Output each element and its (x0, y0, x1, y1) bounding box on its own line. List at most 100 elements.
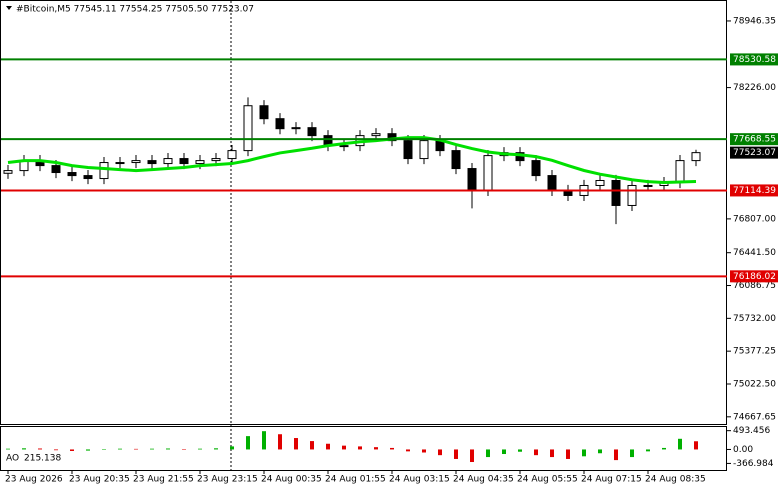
y-tick-label: 75377.25 (733, 347, 776, 357)
indicator-name: AO (6, 454, 19, 464)
indicator-panel (0, 426, 727, 471)
candle-body (451, 150, 461, 170)
candle-body (3, 170, 13, 174)
indicator-bar (694, 441, 698, 450)
indicator-bar (214, 448, 218, 450)
x-tick-label: 24 Aug 01:55 (325, 475, 386, 485)
candle-body (643, 184, 653, 187)
indicator-bar (454, 449, 458, 459)
indicator-bar (102, 449, 106, 450)
candle-body (339, 145, 349, 148)
candle-body (531, 160, 541, 177)
indicator-tick-label: 493.456 (733, 426, 770, 436)
y-tick-label: 78226.00 (733, 83, 776, 93)
indicator-bar (630, 449, 634, 458)
indicator-bar (182, 449, 186, 450)
candle-body (387, 133, 397, 142)
indicator-last: 215.138 (24, 454, 61, 464)
level-label: 77114.39 (733, 186, 776, 196)
indicator-bar (86, 449, 90, 451)
indicator-bar (246, 436, 250, 450)
level-label: 77668.55 (733, 135, 776, 145)
menu-arrow (6, 6, 12, 10)
indicator-bar (438, 449, 442, 456)
candle-body (595, 179, 605, 186)
candle-body (275, 118, 285, 130)
y-tick-label: 76086.75 (733, 281, 776, 291)
candle-body (307, 127, 317, 137)
indicator-bar (678, 438, 682, 450)
x-tick-label: 24 Aug 04:35 (453, 475, 514, 485)
x-tick-label: 23 Aug 21:55 (133, 475, 194, 485)
x-tick-label: 23 Aug 20:35 (69, 475, 130, 485)
indicator-bar (646, 449, 650, 452)
indicator-bar (38, 448, 42, 450)
x-tick-label: 24 Aug 08:35 (645, 475, 706, 485)
indicator-bar (358, 446, 362, 450)
indicator-bar (534, 449, 538, 456)
y-tick-label: 78946.35 (733, 16, 776, 26)
candle-body (547, 175, 557, 191)
indicator-bar (54, 449, 58, 451)
indicator-bar (134, 448, 138, 450)
main-panel (0, 0, 727, 425)
indicator-bar (566, 449, 570, 459)
indicator-bar (294, 438, 298, 450)
candle-body (467, 168, 477, 191)
indicator-bar (518, 449, 522, 452)
indicator-bar (342, 445, 346, 450)
indicator-bar (278, 434, 282, 450)
y-tick-label: 76807.00 (733, 214, 776, 224)
level-label-box (730, 133, 778, 146)
indicator-bar (470, 449, 474, 463)
candle-body (291, 127, 301, 130)
x-tick-label: 23 Aug 2026 (5, 475, 63, 485)
indicator-bar (614, 449, 618, 461)
indicator-bar (486, 449, 490, 458)
candle-body (483, 155, 493, 191)
indicator-tick-label: 0.00 (733, 445, 753, 455)
level-label-box (730, 53, 778, 66)
level-label-box (730, 270, 778, 283)
candle-body (675, 160, 685, 184)
x-tick-label: 24 Aug 07:15 (581, 475, 642, 485)
candle-body (163, 158, 173, 165)
indicator-bar (6, 448, 10, 450)
indicator-bar (422, 449, 426, 453)
x-tick-label: 23 Aug 23:15 (197, 475, 258, 485)
y-tick-label: 76441.50 (733, 248, 776, 258)
indicator-bar (550, 449, 554, 458)
candle-body (371, 133, 381, 137)
indicator-bar (150, 448, 154, 450)
indicator-bar (310, 441, 314, 450)
indicator-bar (374, 447, 378, 450)
indicator-bar (662, 447, 666, 450)
indicator-bar (582, 449, 586, 457)
y-tick-label: 75732.00 (733, 314, 776, 324)
indicator-bar (326, 443, 330, 450)
candle-body (403, 140, 413, 160)
candle-body (611, 179, 621, 206)
indicator-bar (230, 446, 234, 450)
chart-title: #Bitcoin,M5 77545.11 77554.25 77505.50 7… (16, 5, 254, 15)
candle-body (227, 150, 237, 160)
candle-body (211, 158, 221, 162)
x-tick-label: 24 Aug 03:15 (389, 475, 450, 485)
candle-body (147, 160, 157, 165)
candle-body (243, 105, 253, 152)
candle-body (83, 175, 93, 180)
candle-body (99, 162, 109, 180)
candle-body (627, 184, 637, 206)
candle-body (115, 162, 125, 165)
level-label: 78530.58 (733, 55, 776, 65)
indicator-bar (198, 448, 202, 450)
indicator-bar (166, 448, 170, 450)
candle-body (195, 160, 205, 165)
indicator-bar (70, 449, 74, 451)
y-tick-label: 74667.65 (733, 412, 776, 422)
moving-average (7, 136, 697, 185)
candle-body (691, 152, 701, 162)
y-tick-label: 75022.50 (733, 379, 776, 389)
last-price-label: 77523.07 (733, 148, 776, 158)
